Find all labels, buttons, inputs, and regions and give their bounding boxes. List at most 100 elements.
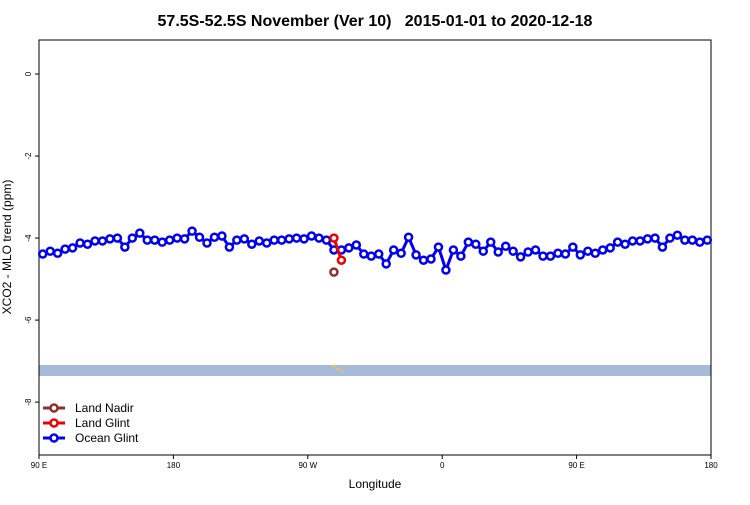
legend-label: Ocean Glint <box>75 431 139 445</box>
y-tick-label: -2 <box>24 152 33 160</box>
point <box>680 235 690 245</box>
point <box>508 246 518 256</box>
point <box>418 255 429 265</box>
point <box>291 233 302 243</box>
point <box>90 236 100 246</box>
point <box>687 235 698 245</box>
x-tick-label: 0 <box>440 461 445 470</box>
point <box>269 235 279 245</box>
point <box>538 251 548 261</box>
point <box>672 230 683 240</box>
y-axis-label: XCO2 - MLO trend (ppm) <box>0 180 14 315</box>
point <box>695 237 705 247</box>
plot-frame <box>38 39 712 456</box>
point <box>232 235 242 245</box>
point <box>157 237 167 247</box>
point <box>381 259 391 269</box>
point <box>75 238 85 248</box>
point <box>702 235 713 245</box>
point <box>82 239 93 249</box>
point <box>112 233 123 243</box>
land-speck <box>332 364 336 368</box>
point <box>314 233 324 243</box>
point <box>597 245 608 255</box>
point <box>284 234 294 244</box>
point <box>179 234 190 244</box>
point <box>568 242 578 252</box>
x-tick-label: 90 W <box>298 461 317 470</box>
legend-label: Land Nadir <box>75 401 134 415</box>
point <box>635 236 645 246</box>
legend-marker <box>49 418 59 428</box>
point <box>239 234 250 244</box>
point <box>448 245 459 255</box>
legend-label: Land Glint <box>75 416 130 430</box>
point <box>60 244 70 254</box>
point <box>261 238 272 248</box>
point <box>344 243 354 253</box>
point <box>388 245 399 255</box>
point <box>321 235 332 245</box>
legend-marker <box>49 403 59 413</box>
point <box>224 242 235 252</box>
point <box>254 236 265 246</box>
point <box>590 248 601 258</box>
point <box>373 249 384 259</box>
point <box>493 247 503 257</box>
point <box>97 236 108 246</box>
point <box>411 250 421 260</box>
x-tick-label: 90 E <box>31 461 47 470</box>
point <box>665 233 675 243</box>
point <box>627 236 638 246</box>
point <box>67 243 78 253</box>
point <box>217 231 227 241</box>
point <box>530 245 541 255</box>
point <box>523 247 533 257</box>
point <box>560 249 571 259</box>
point <box>426 254 436 264</box>
legend-marker <box>49 433 59 443</box>
x-axis-label: Longitude <box>349 477 402 491</box>
point <box>433 242 444 252</box>
x-tick-label: 90 E <box>568 461 584 470</box>
point <box>127 233 138 243</box>
point <box>478 246 489 256</box>
point <box>642 234 653 244</box>
point <box>306 231 317 241</box>
point <box>329 267 339 277</box>
point <box>396 248 406 258</box>
point <box>650 233 660 243</box>
point <box>120 242 130 252</box>
point <box>351 240 362 250</box>
point <box>620 239 630 249</box>
point <box>575 250 586 260</box>
point <box>553 248 563 258</box>
y-tick-label: -8 <box>24 398 33 406</box>
point <box>471 239 481 249</box>
point <box>515 252 526 262</box>
point <box>149 235 160 245</box>
point <box>500 241 511 252</box>
point <box>583 246 593 256</box>
y-tick-label: -6 <box>24 316 33 324</box>
point <box>485 237 496 247</box>
point <box>52 248 63 258</box>
point <box>336 255 347 265</box>
y-tick-label: -4 <box>24 234 33 242</box>
point <box>209 232 220 242</box>
point <box>172 233 182 243</box>
point <box>456 251 466 261</box>
land-band <box>39 365 711 376</box>
point <box>135 228 145 238</box>
point <box>403 232 414 242</box>
point <box>164 235 175 245</box>
point <box>359 249 369 259</box>
point <box>202 238 212 248</box>
point <box>612 237 623 247</box>
point <box>105 234 115 244</box>
point <box>545 251 556 261</box>
point <box>187 226 197 236</box>
point <box>45 246 55 256</box>
y-tick-label: 0 <box>24 71 33 76</box>
